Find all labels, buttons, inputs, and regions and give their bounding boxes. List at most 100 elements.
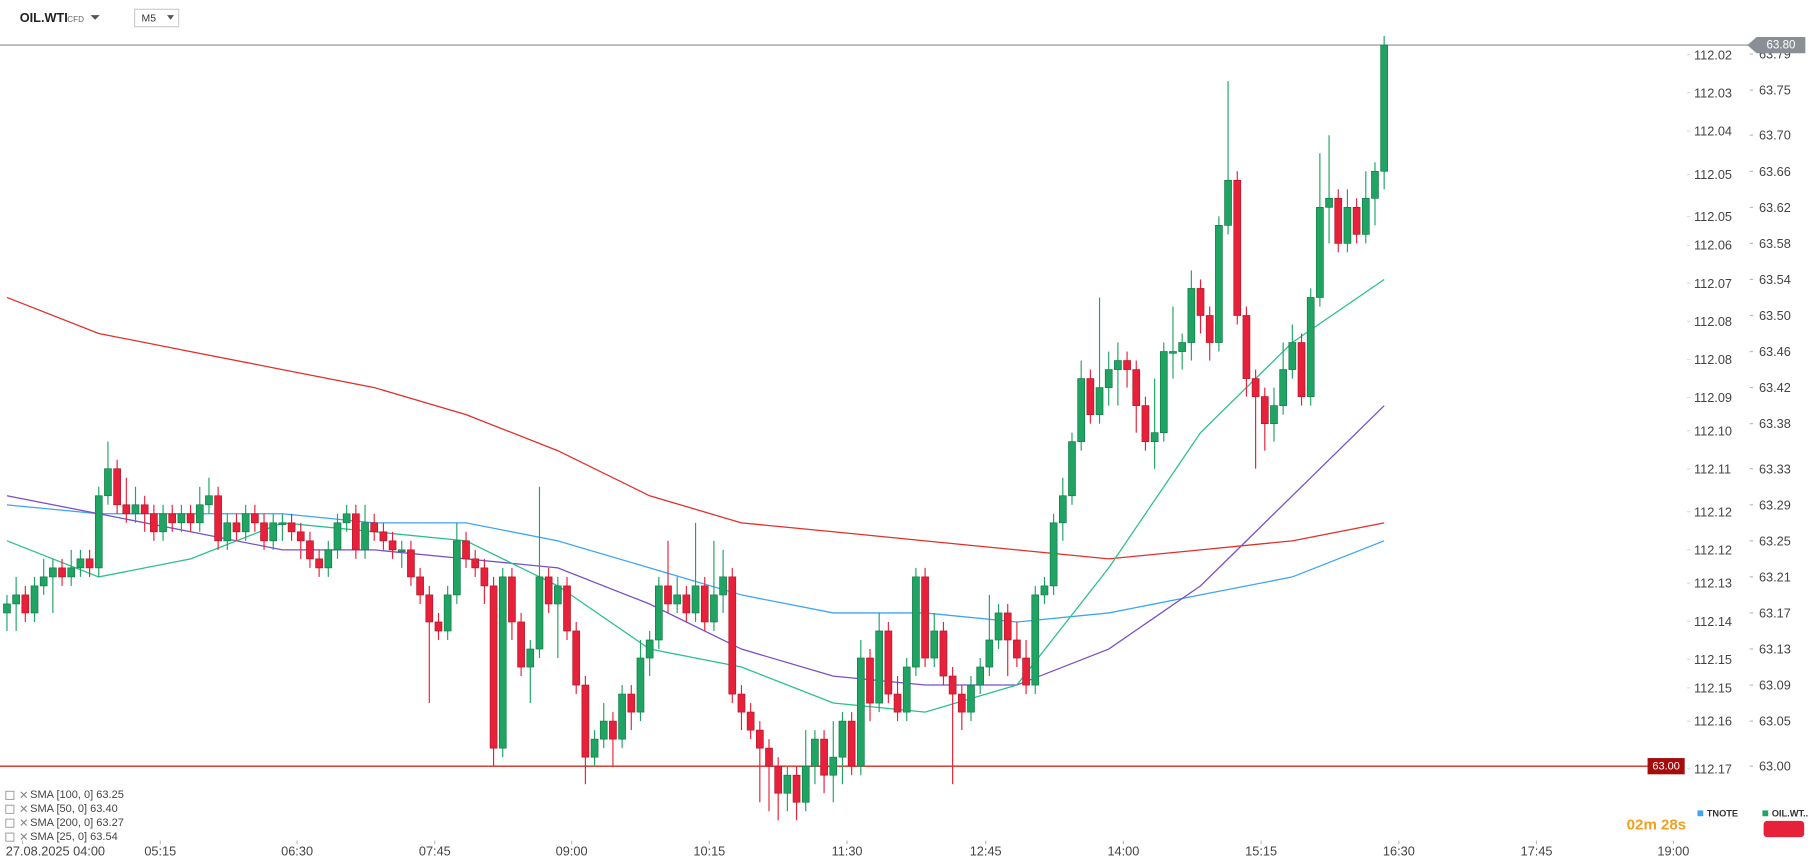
candle-body xyxy=(1316,206,1324,298)
candle-body xyxy=(811,738,819,767)
y2-tick-label: 112.16 xyxy=(1694,714,1732,729)
y-tick-label: 63.66 xyxy=(1759,164,1791,179)
candle-body xyxy=(875,630,884,704)
y2-tick-label: 112.08 xyxy=(1694,314,1732,329)
candle-body xyxy=(508,576,516,623)
legend-remove xyxy=(20,791,28,799)
legend-label: SMA [100, 0] 63.25 xyxy=(30,789,124,801)
x-tick-label: 14:00 xyxy=(1107,844,1139,859)
x-tick-label: 06:30 xyxy=(281,844,313,859)
candle-body xyxy=(636,657,645,713)
x-tick-label: 12:45 xyxy=(970,844,1002,859)
candle-body xyxy=(609,720,617,740)
candle-body xyxy=(1159,351,1168,434)
x-tick-label: 16:30 xyxy=(1383,844,1415,859)
candle-body xyxy=(948,675,957,695)
candle-body xyxy=(232,522,241,533)
y-tick-label: 63.75 xyxy=(1759,83,1791,98)
y2-tick-label: 112.05 xyxy=(1694,209,1732,224)
candle-body xyxy=(746,711,755,731)
candle-body xyxy=(214,495,222,542)
candle-body xyxy=(710,594,718,623)
y-tick-label: 63.09 xyxy=(1759,678,1791,693)
interval-select[interactable] xyxy=(134,8,180,28)
candle-body xyxy=(1031,594,1040,686)
candle-body xyxy=(902,666,911,713)
y2-tick-label: 112.06 xyxy=(1694,238,1732,253)
candle-body xyxy=(21,594,30,614)
candle-body xyxy=(498,576,507,749)
candle-body xyxy=(260,522,268,542)
candle-body xyxy=(939,630,948,677)
candle-body xyxy=(76,558,85,569)
x-tick-label: 10:15 xyxy=(693,844,725,859)
candle-body xyxy=(535,576,544,650)
current-price-box xyxy=(1747,36,1806,54)
y2-tick-label: 112.02 xyxy=(1694,47,1732,62)
x-tick-label: 07:45 xyxy=(419,844,451,859)
x-tick-label: 05:15 xyxy=(144,844,176,859)
candle-body xyxy=(655,585,663,641)
candle-body xyxy=(1068,441,1076,497)
overlay-legend-label: TNOTE xyxy=(1707,808,1738,818)
y-tick-label: 63.05 xyxy=(1759,714,1791,729)
symbol: OIL.WTI xyxy=(20,10,68,25)
candle-body xyxy=(801,765,810,803)
symbol-dropdown[interactable] xyxy=(90,15,100,20)
candle-body xyxy=(1334,197,1343,244)
y2-tick-label: 112.14 xyxy=(1694,614,1732,629)
y2-tick-label: 112.15 xyxy=(1694,680,1732,695)
y-tick-label: 63.25 xyxy=(1759,533,1791,548)
x-tick-label: 19:00 xyxy=(1657,844,1689,859)
candle-body xyxy=(39,576,48,587)
y-tick-label: 63.33 xyxy=(1759,461,1791,476)
candle-body xyxy=(737,693,746,713)
candle-body xyxy=(682,594,691,614)
candle-body xyxy=(1270,405,1278,425)
candle-body xyxy=(306,540,314,560)
trade-button[interactable] xyxy=(1763,820,1805,838)
y-tick-label: 63.42 xyxy=(1759,380,1791,395)
candle-body xyxy=(912,576,920,668)
candle-body xyxy=(1215,224,1223,343)
legend-label: SMA [50, 0] 63.40 xyxy=(30,803,118,815)
y-tick-label: 63.58 xyxy=(1759,236,1791,251)
candle-body xyxy=(1104,369,1113,388)
candle-body xyxy=(1380,44,1388,172)
y2-tick-label: 112.09 xyxy=(1694,390,1732,405)
candle-body xyxy=(1306,297,1315,397)
legend-remove xyxy=(20,805,28,813)
candle-body xyxy=(296,531,305,542)
y2-tick-label: 112.17 xyxy=(1694,761,1732,776)
candle-body xyxy=(517,621,525,668)
candle-body xyxy=(1361,197,1370,235)
candle-body xyxy=(673,594,682,605)
candle-body xyxy=(12,594,20,605)
candle-body xyxy=(1187,288,1196,343)
candle-body xyxy=(691,585,700,614)
y-tick-label: 63.13 xyxy=(1759,642,1791,657)
candle-body xyxy=(783,774,792,794)
y2-tick-label: 112.07 xyxy=(1694,276,1732,291)
candle-body xyxy=(342,513,351,524)
candle-body xyxy=(471,558,480,569)
candle-body xyxy=(957,693,966,713)
y-tick-label: 63.46 xyxy=(1759,344,1791,359)
y2-tick-label: 112.05 xyxy=(1694,167,1732,182)
candle-body xyxy=(847,720,856,767)
candle-body xyxy=(425,594,434,623)
candle-body xyxy=(1095,387,1104,415)
candle-body xyxy=(1260,396,1269,425)
level-label-box xyxy=(1647,758,1685,775)
candle-body xyxy=(755,729,764,749)
legend-remove xyxy=(20,833,28,840)
candle-body xyxy=(581,684,590,758)
candle-body xyxy=(113,468,121,506)
legend-icon xyxy=(5,790,15,800)
candle-body xyxy=(1288,342,1297,370)
candle-body xyxy=(1233,179,1242,316)
candle-body xyxy=(58,567,66,578)
legend-label: SMA [25, 0] 63.54 xyxy=(30,831,118,843)
y2-tick-label: 112.13 xyxy=(1694,576,1732,591)
